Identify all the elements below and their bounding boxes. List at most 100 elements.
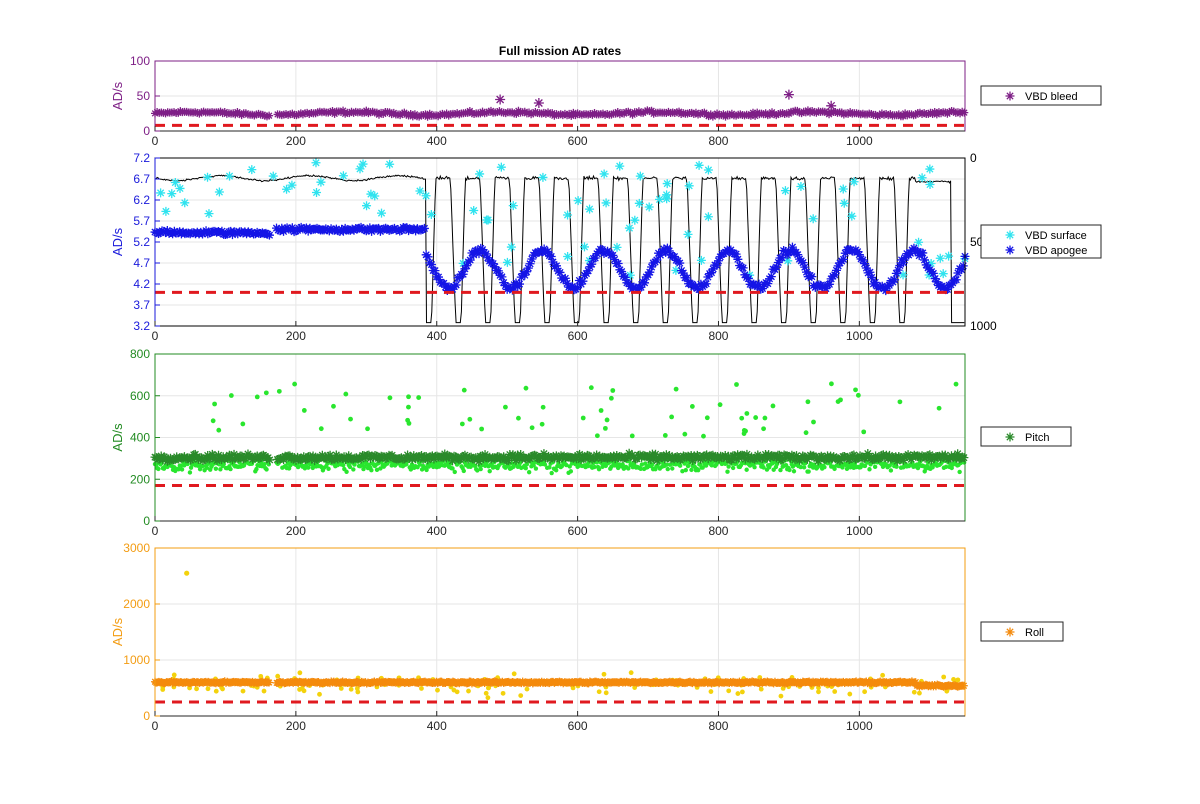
vbd-surface-point (612, 242, 622, 252)
vbd-surface-point (780, 186, 790, 196)
legend-marker (1005, 230, 1015, 240)
vbd-surface-point (703, 165, 713, 175)
vbd-apogee-point (578, 276, 588, 286)
vbd-apogee-point (497, 272, 507, 282)
vbd-apogee-point (657, 247, 667, 257)
vbd-bleed-point (683, 109, 692, 118)
pitch-point (477, 451, 487, 461)
vbd-bleed-point (294, 110, 303, 119)
vbd-apogee-point (772, 262, 782, 272)
pitch-point (265, 455, 275, 465)
vbd-apogee-point (551, 261, 561, 271)
grid (154, 547, 965, 717)
vbd-apogee-point (870, 277, 880, 287)
vbd-bleed-point (387, 110, 396, 119)
vbd-bleed-point (282, 110, 291, 119)
vbd-bleed-point (945, 107, 954, 116)
pitch-secondary-point (832, 466, 837, 472)
vbd-apogee-point (661, 247, 671, 257)
y-tick-label: 600 (130, 389, 150, 403)
vbd-surface-point (615, 161, 625, 171)
pitch-secondary-point (689, 404, 695, 409)
vbd-surface-point (482, 215, 492, 225)
pitch-secondary-point (604, 417, 610, 423)
legend: VBD surface VBD apogee (980, 224, 1102, 259)
pitch-secondary-point (953, 381, 959, 387)
pitch-point (751, 453, 761, 463)
vbd-surface-point (362, 201, 372, 211)
pitch-secondary-point (704, 415, 710, 421)
vbd-apogee-point (245, 228, 255, 238)
vbd-apogee-point (384, 225, 394, 235)
x-tick-label: 1000 (846, 134, 873, 148)
vbd-surface-point (938, 269, 948, 279)
x-tick-label: 400 (427, 329, 447, 343)
vbd-apogee-point (694, 285, 704, 295)
vbd-surface-point (167, 189, 177, 199)
pitch-secondary-point (326, 466, 331, 472)
vbd-surface-point (287, 180, 297, 190)
grid (154, 157, 965, 327)
x-tick-label: 800 (708, 329, 728, 343)
vbd-bleed-point (918, 109, 927, 118)
pitch-secondary-point (680, 468, 685, 474)
vbd-surface-point (426, 210, 436, 220)
vbd-bleed-point (615, 110, 624, 119)
vbd-surface-point (683, 229, 693, 239)
vbd-apogee-point (664, 246, 674, 256)
pitch-secondary-point (487, 468, 492, 474)
roll-secondary-point (735, 691, 741, 696)
roll-secondary-point (486, 685, 492, 691)
vbd-bleed-point (495, 107, 504, 116)
roll-secondary-point (778, 693, 784, 699)
vbd-surface-point (671, 265, 681, 275)
x-tick-label: 200 (286, 524, 306, 538)
vbd-apogee-point (839, 254, 848, 264)
pitch-secondary-point (212, 401, 217, 407)
vbd-bleed-point (630, 108, 639, 117)
grid (154, 60, 965, 132)
pitch-secondary-point (778, 467, 783, 473)
pitch-secondary-point (240, 421, 246, 427)
vbd-surface-point (914, 237, 924, 247)
pitch-point (730, 451, 740, 461)
vbd-surface-point (584, 256, 594, 266)
vbd-bleed-point (218, 109, 227, 118)
pitch-point (903, 450, 913, 460)
vbd-apogee-point (905, 248, 915, 258)
pitch-secondary-point (156, 466, 161, 472)
pitch-secondary-point (524, 461, 530, 467)
vbd-apogee-point (264, 230, 274, 240)
vbd-bleed-point (607, 110, 616, 119)
vbd-apogee-point (426, 260, 436, 270)
pitch-point (720, 450, 730, 460)
vbd-bleed-point (197, 108, 206, 117)
vbd-apogee-point (469, 250, 479, 260)
vbd-apogee-point (483, 253, 493, 263)
vbd-apogee-point (909, 243, 919, 253)
vbd-bleed-point (398, 109, 407, 118)
pitch-secondary-point (717, 402, 723, 408)
vbd-bleed-point (326, 107, 335, 116)
vbd-bleed-point (601, 110, 610, 119)
vbd-apogee-point (511, 278, 521, 288)
roll-secondary-point (301, 688, 307, 694)
vbd-apogee-point (953, 268, 963, 278)
pitch-secondary-point (592, 464, 597, 470)
pitch-secondary-point (547, 465, 552, 470)
vbd-apogee-point (564, 282, 574, 292)
pitch-secondary-point (526, 469, 532, 475)
vbd-surface-point (563, 251, 573, 261)
vbd-apogee-point (613, 259, 623, 269)
vbd-bleed-point (603, 110, 612, 119)
pitch-secondary-point (829, 381, 834, 387)
vbd-bleed-point (960, 108, 969, 117)
pitch-secondary-point (709, 463, 714, 468)
vbd-surface-point (944, 251, 954, 261)
y-tick-label: 7.2 (133, 151, 150, 165)
pitch-secondary-point (461, 468, 466, 474)
vbd-apogee-point (520, 270, 530, 280)
pitch-secondary-point (301, 408, 307, 413)
vbd-apogee-point (881, 286, 891, 296)
vbd-surface-point (624, 223, 634, 233)
